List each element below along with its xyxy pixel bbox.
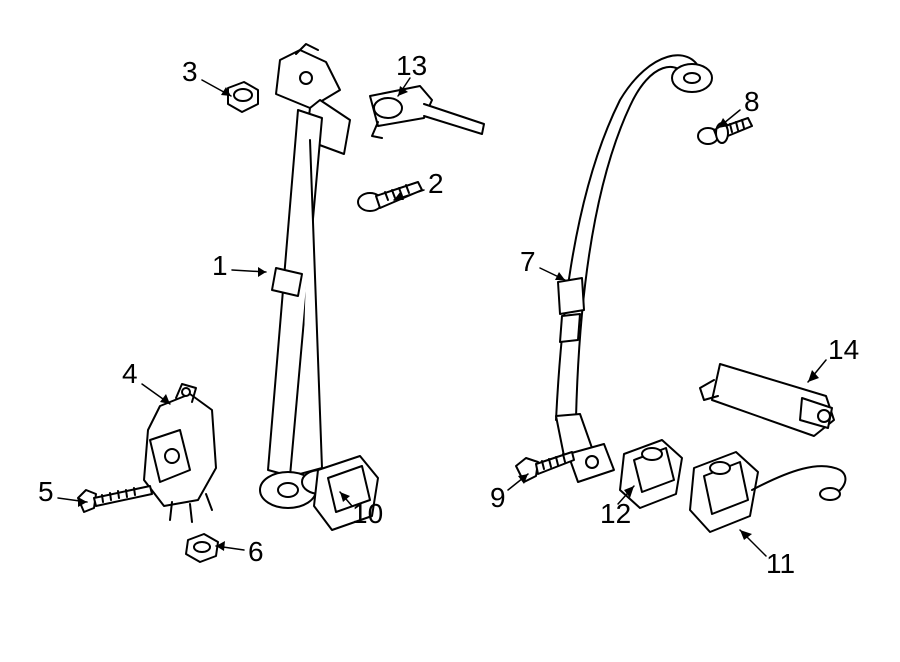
callout-2: 2: [428, 168, 444, 200]
part-bolt-2: [358, 182, 422, 211]
callout-3: 3: [182, 56, 198, 88]
callout-14: 14: [828, 334, 859, 366]
part-retractor-bracket: [144, 384, 216, 522]
part-pretensioner-center: [370, 86, 484, 138]
part-center-belt: [260, 44, 350, 508]
callout-4: 4: [122, 358, 138, 390]
callout-12: 12: [600, 498, 631, 530]
callout-1: 1: [212, 250, 228, 282]
callout-5: 5: [38, 476, 54, 508]
part-nut-cap: [228, 82, 258, 112]
part-buckle-outer: [690, 452, 845, 532]
part-bolt-5: [78, 486, 152, 512]
callout-11: 11: [766, 548, 795, 580]
callout-13: 13: [396, 50, 427, 82]
callout-7: 7: [520, 246, 536, 278]
parts-diagram: [0, 0, 900, 662]
part-nut-6: [186, 534, 218, 562]
callout-8: 8: [744, 86, 760, 118]
callout-6: 6: [248, 536, 264, 568]
callout-10: 10: [352, 498, 383, 530]
part-outer-belt: [556, 55, 712, 482]
callout-9: 9: [490, 482, 506, 514]
